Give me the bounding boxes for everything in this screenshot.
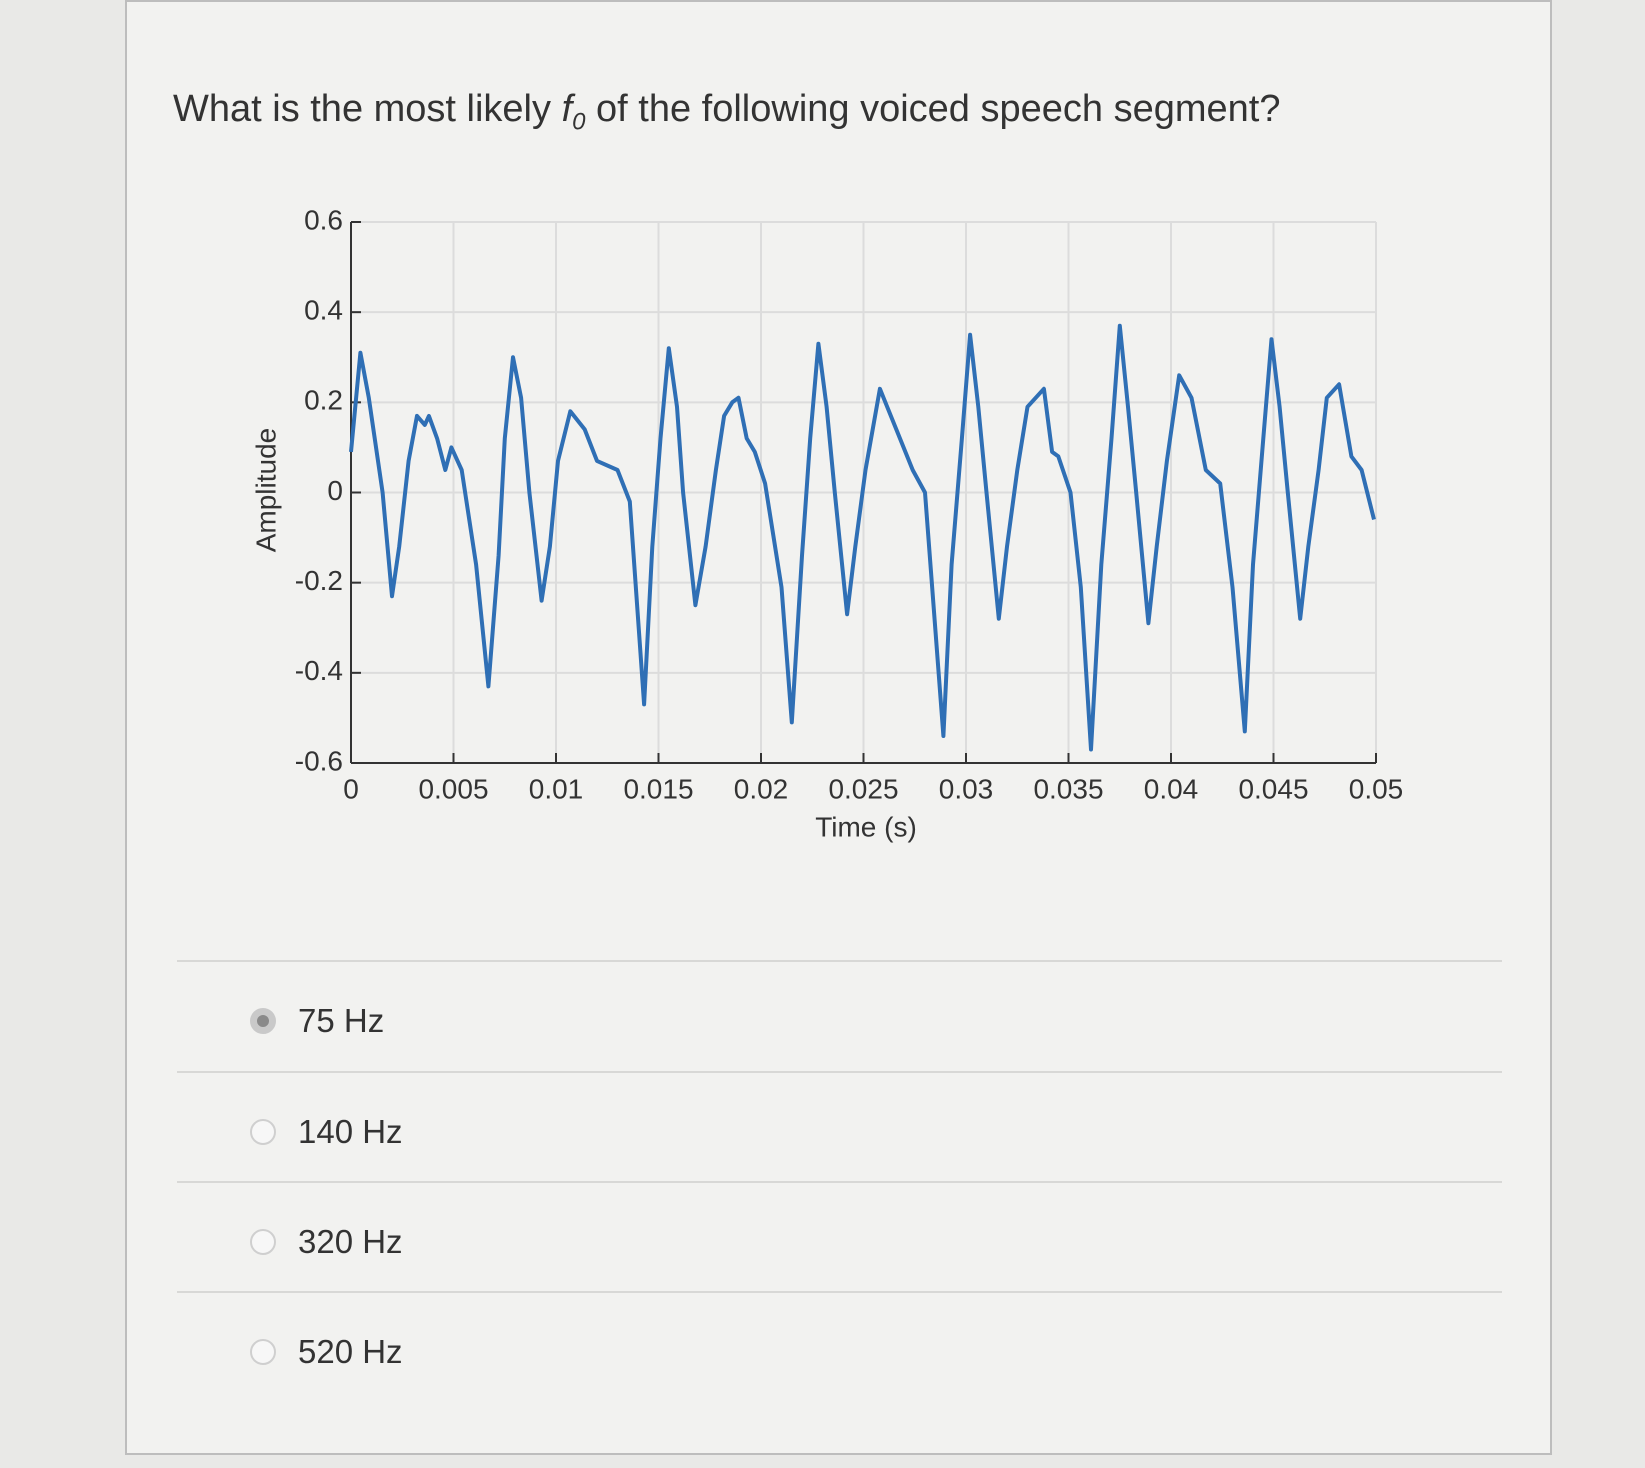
option-divider bbox=[177, 960, 1502, 962]
x-tick-label: 0.035 bbox=[1033, 773, 1103, 804]
x-tick-label: 0.01 bbox=[529, 773, 584, 804]
radio-button[interactable] bbox=[250, 1229, 276, 1255]
radio-button[interactable] bbox=[250, 1008, 276, 1034]
question-text: What is the most likely f0 of the follow… bbox=[173, 88, 1280, 137]
x-axis-label: Time (s) bbox=[815, 811, 917, 842]
x-tick-label: 0.03 bbox=[939, 773, 994, 804]
option[interactable]: 520 Hz bbox=[250, 1333, 403, 1371]
x-tick-label: 0.005 bbox=[418, 773, 488, 804]
y-tick-label: 0 bbox=[327, 475, 343, 506]
y-axis-label: Amplitude bbox=[250, 428, 281, 553]
question-before: What is the most likely bbox=[173, 88, 562, 130]
question-card bbox=[125, 0, 1552, 1455]
radio-button[interactable] bbox=[250, 1119, 276, 1145]
option-divider bbox=[177, 1181, 1502, 1183]
y-tick-label: 0.2 bbox=[304, 385, 343, 416]
x-tick-label: 0.025 bbox=[828, 773, 898, 804]
option-label[interactable]: 75 Hz bbox=[298, 1002, 385, 1039]
option[interactable]: 140 Hz bbox=[250, 1113, 403, 1151]
question-subscript: 0 bbox=[572, 108, 586, 136]
option-label[interactable]: 320 Hz bbox=[298, 1223, 403, 1260]
waveform-line bbox=[349, 323, 1376, 752]
y-tick-label: -0.6 bbox=[295, 745, 343, 776]
x-tick-label: 0.045 bbox=[1238, 773, 1308, 804]
question-symbol: f bbox=[561, 88, 573, 130]
option[interactable]: 320 Hz bbox=[250, 1223, 403, 1261]
option-divider bbox=[177, 1291, 1502, 1293]
option-label[interactable]: 520 Hz bbox=[298, 1333, 403, 1370]
radio-button[interactable] bbox=[250, 1339, 276, 1365]
x-tick-label: 0 bbox=[343, 773, 359, 804]
option[interactable]: 75 Hz bbox=[250, 1002, 384, 1040]
y-tick-label: -0.4 bbox=[295, 655, 343, 686]
option-label[interactable]: 140 Hz bbox=[298, 1113, 403, 1150]
x-tick-label: 0.04 bbox=[1144, 773, 1199, 804]
y-tick-label: -0.2 bbox=[295, 565, 343, 596]
question-after: of the following voiced speech segment? bbox=[585, 88, 1281, 130]
x-tick-label: 0.02 bbox=[734, 773, 789, 804]
chart: Amplitude Time (s) 0.6 0.4 0.2 0 -0.2 -0.4 -0.… bbox=[250, 204, 1404, 842]
x-tick-label: 0.015 bbox=[623, 773, 693, 804]
x-tick-label: 0.05 bbox=[1349, 773, 1404, 804]
y-tick-label: 0.4 bbox=[304, 295, 343, 326]
y-tick-label: 0.6 bbox=[304, 204, 343, 235]
option-divider bbox=[177, 1071, 1502, 1073]
